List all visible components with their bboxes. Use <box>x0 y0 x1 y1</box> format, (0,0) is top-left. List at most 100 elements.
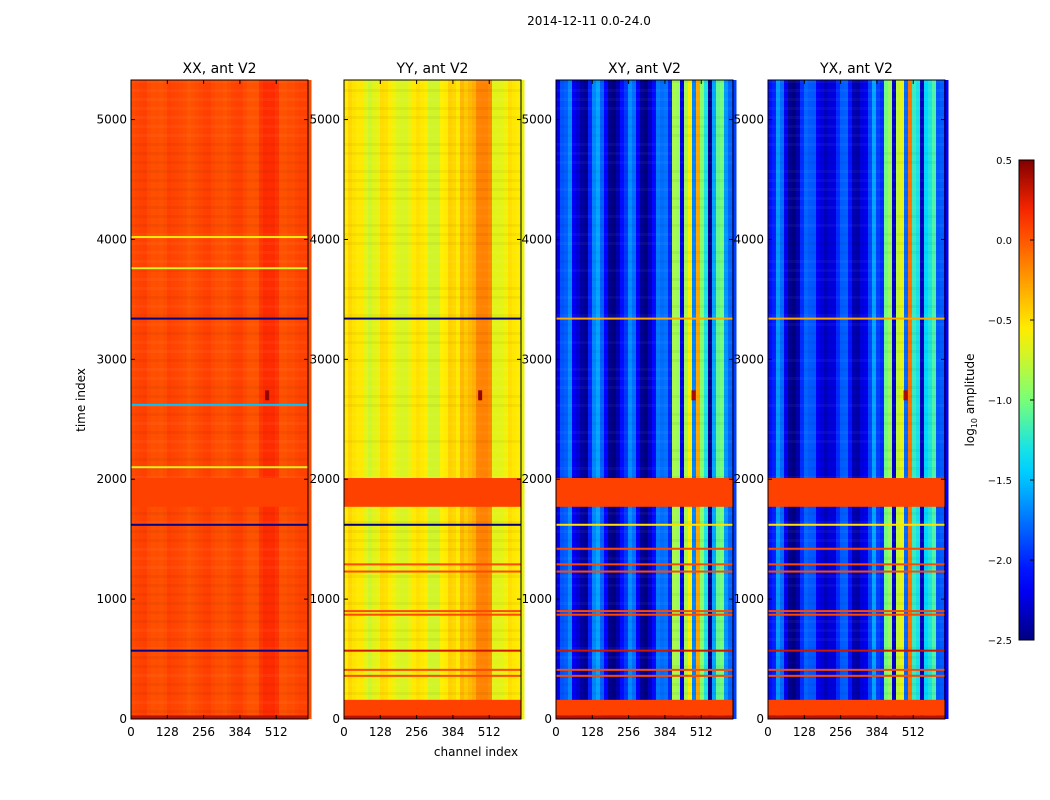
heatmap-column <box>688 80 693 719</box>
heatmap-column <box>135 80 140 719</box>
heatmap-row-texture <box>556 242 733 245</box>
heatmap-column <box>179 80 184 719</box>
heatmap-column <box>468 80 473 719</box>
heatmap-row-texture <box>131 584 308 587</box>
panel-frame <box>767 79 946 720</box>
heatmap-row-texture <box>556 287 733 290</box>
time-line <box>344 613 521 616</box>
heatmap-row-texture <box>344 413 521 416</box>
heatmap-column <box>412 80 417 719</box>
heatmap-column <box>712 80 717 719</box>
heatmap-row-texture <box>344 422 521 425</box>
flagged-band <box>344 699 521 716</box>
heatmap-column <box>520 80 525 719</box>
heatmap-row-texture <box>768 638 945 641</box>
y-tick-label: 4000 <box>309 232 340 246</box>
x-tick-label: 256 <box>829 725 852 739</box>
heatmap-row-texture <box>768 575 945 578</box>
heatmap-column <box>700 80 705 719</box>
heatmap-column <box>916 80 921 719</box>
heatmap-row-texture <box>556 161 733 164</box>
heatmap-row-texture <box>131 161 308 164</box>
time-line <box>344 668 521 671</box>
heatmap-row-texture <box>556 629 733 632</box>
heatmap-row-texture <box>556 215 733 218</box>
heatmap-row-texture <box>131 521 308 524</box>
heatmap-column <box>884 80 889 719</box>
heatmap-row-texture <box>344 152 521 155</box>
heatmap-column <box>151 80 156 719</box>
heatmap-row-texture <box>768 341 945 344</box>
heatmap-column <box>464 80 469 719</box>
flagged-band <box>556 699 733 716</box>
panel-title: YY, ant V2 <box>396 61 469 77</box>
heatmap-column <box>652 80 657 719</box>
heatmap-column <box>211 80 216 719</box>
heatmap-row-texture <box>768 296 945 299</box>
heatmap-row-texture <box>768 278 945 281</box>
heatmap-row-texture <box>768 260 945 263</box>
heatmap-column <box>588 80 593 719</box>
heatmap-column <box>472 80 477 719</box>
heatmap-column <box>772 80 777 719</box>
heatmap-column <box>460 80 465 719</box>
heatmap-row-texture <box>768 557 945 560</box>
heatmap-row-texture <box>768 233 945 236</box>
heatmap-row-texture <box>131 575 308 578</box>
heatmap-row-texture <box>131 440 308 443</box>
heatmap-row-texture <box>768 143 945 146</box>
y-tick-label: 3000 <box>521 352 552 366</box>
heatmap-row-texture <box>131 152 308 155</box>
heatmap-row-texture <box>556 692 733 695</box>
heatmap-column <box>672 80 677 719</box>
heatmap-column <box>864 80 869 719</box>
heatmap-row-texture <box>556 224 733 227</box>
heatmap-row-texture <box>131 665 308 668</box>
heatmap-row-texture <box>556 341 733 344</box>
heatmap-column <box>896 80 901 719</box>
heatmap-column <box>852 80 857 719</box>
heatmap-row-texture <box>131 242 308 245</box>
heatmap-column <box>384 80 389 719</box>
heatmap-column <box>492 80 497 719</box>
hot-spot <box>478 390 483 401</box>
x-tick-label: 0 <box>764 725 772 739</box>
heatmap-row-texture <box>768 125 945 128</box>
time-line <box>131 403 308 406</box>
heatmap-row-texture <box>131 431 308 434</box>
heatmap-row-texture <box>556 233 733 236</box>
heatmap-column <box>836 80 841 719</box>
heatmap-column <box>307 80 312 719</box>
heatmap-row-texture <box>556 332 733 335</box>
y-tick-label: 1000 <box>309 592 340 606</box>
heatmap-column <box>404 80 409 719</box>
heatmap-row-texture <box>131 620 308 623</box>
heatmap-column <box>608 80 613 719</box>
x-tick-label: 512 <box>478 725 501 739</box>
heatmap-row-texture <box>131 692 308 695</box>
heatmap-column <box>251 80 256 719</box>
heatmap-column <box>584 80 589 719</box>
heatmap-column <box>444 80 449 719</box>
heatmap-column <box>908 80 913 719</box>
heatmap-column <box>388 80 393 719</box>
heatmap-row-texture <box>344 359 521 362</box>
heatmap-row-texture <box>768 269 945 272</box>
heatmap-row-texture <box>768 251 945 254</box>
heatmap-column <box>620 80 625 719</box>
heatmap-column <box>632 80 637 719</box>
heatmap-row-texture <box>131 368 308 371</box>
colorbar-tick-label: 0.0 <box>996 236 1012 247</box>
heatmap-column <box>368 80 373 719</box>
heatmap-row-texture <box>768 458 945 461</box>
x-tick-label: 0 <box>340 725 348 739</box>
heatmap-row-texture <box>556 251 733 254</box>
x-tick-label: 128 <box>156 725 179 739</box>
heatmap-row-texture <box>131 323 308 326</box>
heatmap-row-texture <box>344 368 521 371</box>
heatmap-column <box>812 80 817 719</box>
heatmap-column <box>243 80 248 719</box>
time-line <box>556 674 733 677</box>
heatmap-row-texture <box>556 80 733 83</box>
